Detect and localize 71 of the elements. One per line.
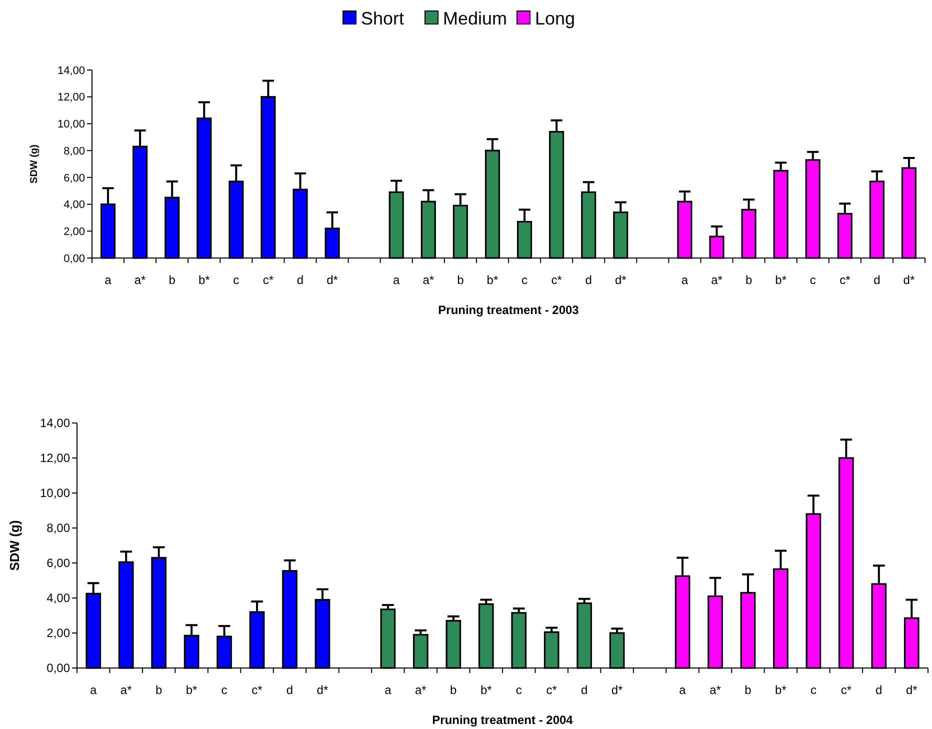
x-tick-label: d* bbox=[903, 273, 915, 287]
x-tick-label: c* bbox=[840, 683, 852, 697]
x-tick-label: a* bbox=[711, 273, 723, 287]
x-tick-label: b* bbox=[775, 683, 787, 697]
x-tick-label: d* bbox=[316, 683, 328, 697]
x-tick-label: d bbox=[580, 683, 588, 697]
x-tick-label: c* bbox=[551, 273, 562, 287]
x-tick-label: a* bbox=[422, 273, 434, 287]
x-tick-label: d bbox=[585, 273, 592, 287]
x-tick-label: c* bbox=[252, 683, 263, 697]
x-tick-label: a* bbox=[415, 683, 427, 697]
y-tick-label: 14,00 bbox=[40, 416, 70, 430]
x-tick-label: d* bbox=[906, 683, 918, 697]
x-tick-label: d bbox=[874, 273, 880, 287]
y-tick-label: 12,00 bbox=[57, 92, 85, 104]
legend-label: Medium bbox=[443, 8, 508, 28]
x-tick-label: b bbox=[168, 273, 176, 287]
legend-label: Short bbox=[361, 8, 404, 28]
x-tick-label: b* bbox=[480, 683, 492, 697]
x-tick-label: a* bbox=[120, 683, 132, 697]
x-tick-label: a* bbox=[134, 273, 146, 287]
y-tick-label: 6,00 bbox=[46, 556, 70, 570]
x-tick-label: c bbox=[516, 683, 522, 697]
y-tick-label: 10,00 bbox=[57, 118, 85, 131]
x-tick-label: d* bbox=[611, 683, 624, 697]
x-tick-label: c bbox=[522, 273, 528, 287]
x-tick-label: a bbox=[681, 273, 688, 287]
y-tick-label: 0,00 bbox=[64, 252, 85, 265]
y-tick-label: 8,00 bbox=[46, 521, 70, 536]
x-tick-label: a* bbox=[710, 683, 722, 697]
x-tick-label: b bbox=[744, 683, 752, 697]
x-tick-label: c* bbox=[262, 273, 274, 287]
x-tick-label: d* bbox=[326, 273, 338, 287]
y-tick-label: 2,00 bbox=[64, 226, 85, 238]
x-tick-label: d bbox=[876, 683, 882, 697]
x-tick-label: a bbox=[393, 273, 400, 287]
x-tick-label: d bbox=[286, 683, 294, 697]
y-tick-label: 14,00 bbox=[57, 64, 85, 77]
x-tick-label: c bbox=[810, 273, 816, 287]
x-tick-label: b* bbox=[775, 273, 787, 287]
y-tick-label: 0,00 bbox=[46, 661, 70, 676]
y-tick-label: 4,00 bbox=[46, 591, 70, 606]
x-tick-label: a bbox=[384, 683, 392, 697]
y-tick-label: 6,00 bbox=[64, 172, 85, 184]
x-tick-label: c* bbox=[840, 273, 851, 287]
x-tick-label: b* bbox=[198, 273, 210, 287]
y-axis-title: SDW (g) bbox=[7, 520, 22, 571]
x-axis-title: Pruning treatment - 2003 bbox=[438, 303, 580, 317]
y-axis-title: SDW (g) bbox=[29, 144, 40, 184]
x-tick-label: b* bbox=[486, 273, 498, 287]
x-tick-label: a bbox=[90, 683, 98, 697]
x-tick-label: c bbox=[221, 683, 228, 697]
x-tick-label: d* bbox=[614, 273, 627, 287]
x-tick-label: c bbox=[810, 683, 816, 697]
y-tick-label: 12,00 bbox=[40, 451, 70, 466]
y-tick-label: 10,00 bbox=[40, 486, 70, 500]
x-tick-label: b bbox=[155, 683, 162, 697]
x-axis-title: Pruning treatment - 2004 bbox=[432, 713, 574, 727]
x-tick-label: a bbox=[104, 273, 112, 287]
y-tick-label: 4,00 bbox=[64, 199, 85, 212]
y-tick-label: 2,00 bbox=[46, 626, 70, 640]
x-tick-label: b* bbox=[186, 683, 198, 697]
legend-label: Long bbox=[535, 8, 576, 28]
x-tick-label: c* bbox=[546, 683, 558, 697]
x-tick-label: d bbox=[296, 273, 304, 287]
x-tick-label: b bbox=[450, 683, 458, 697]
y-tick-label: 8,00 bbox=[64, 145, 85, 158]
x-tick-label: c bbox=[233, 273, 240, 287]
x-tick-label: b bbox=[457, 273, 464, 287]
x-tick-label: a bbox=[679, 683, 686, 697]
x-tick-label: b bbox=[745, 273, 752, 287]
